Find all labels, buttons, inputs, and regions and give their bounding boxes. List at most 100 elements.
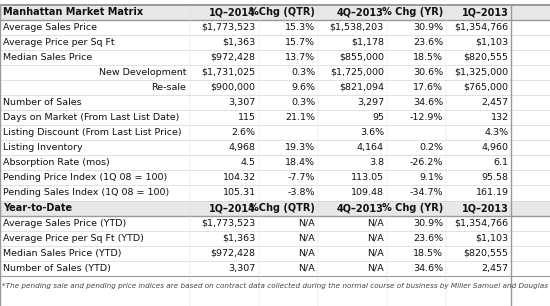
Text: 6.1: 6.1 [494,158,509,167]
Text: $1,538,203: $1,538,203 [329,23,384,32]
Text: Absorption Rate (mos): Absorption Rate (mos) [3,158,110,167]
Text: $1,354,766: $1,354,766 [455,23,509,32]
Text: -3.8%: -3.8% [288,188,315,197]
Text: % Chg (YR): % Chg (YR) [382,7,443,17]
Bar [0,155,550,170]
Text: 0.2%: 0.2% [419,143,443,152]
Text: 9.1%: 9.1% [419,174,443,182]
Text: $1,103: $1,103 [476,38,509,47]
Bar [0,231,550,246]
Text: $1,363: $1,363 [223,234,256,243]
Text: Average Sales Price (YTD): Average Sales Price (YTD) [3,218,126,228]
Text: -34.7%: -34.7% [410,188,443,197]
Text: 2.6%: 2.6% [232,128,256,137]
Bar [0,216,550,231]
Text: Number of Sales: Number of Sales [3,98,82,107]
Text: $1,773,523: $1,773,523 [201,23,256,32]
Bar [0,125,550,140]
Text: 30.6%: 30.6% [413,68,443,77]
Text: 18.4%: 18.4% [285,158,315,167]
Bar [0,276,550,306]
Text: $972,428: $972,428 [211,249,256,258]
Text: 30.9%: 30.9% [413,218,443,228]
Text: -7.7%: -7.7% [288,174,315,182]
Text: 15.7%: 15.7% [285,38,315,47]
Text: Listing Discount (From Last List Price): Listing Discount (From Last List Price) [3,128,182,137]
Text: N/A: N/A [299,249,315,258]
Bar [0,50,550,65]
Text: 115: 115 [238,113,256,122]
Text: 4Q–2013: 4Q–2013 [337,7,384,17]
Text: New Development: New Development [99,68,186,77]
Text: $1,773,523: $1,773,523 [201,218,256,228]
Bar [0,110,550,125]
Text: -26.2%: -26.2% [410,158,443,167]
Bar [0,246,550,261]
Text: Re-sale: Re-sale [152,83,186,92]
Bar [0,80,550,95]
Text: 34.6%: 34.6% [413,264,443,273]
Text: $1,178: $1,178 [351,38,384,47]
Bar [0,170,550,185]
Text: N/A: N/A [367,264,384,273]
Text: Days on Market (From Last List Date): Days on Market (From Last List Date) [3,113,180,122]
Text: $765,000: $765,000 [464,83,509,92]
Text: 30.9%: 30.9% [413,23,443,32]
Text: Pending Sales Index (1Q 08 = 100): Pending Sales Index (1Q 08 = 100) [3,188,169,197]
Text: N/A: N/A [299,218,315,228]
Text: Average Price per Sq Ft (YTD): Average Price per Sq Ft (YTD) [3,234,144,243]
Text: 4Q–2013: 4Q–2013 [337,203,384,213]
Text: N/A: N/A [299,234,315,243]
Text: 0.3%: 0.3% [291,98,315,107]
Text: 3.6%: 3.6% [360,128,384,137]
Text: $855,000: $855,000 [339,53,384,62]
Bar [0,35,550,50]
Text: 18.5%: 18.5% [413,249,443,258]
Text: Year-to-Date: Year-to-Date [3,203,73,213]
Text: 17.6%: 17.6% [413,83,443,92]
Text: Median Sales Price (YTD): Median Sales Price (YTD) [3,249,122,258]
Text: 13.7%: 13.7% [285,53,315,62]
Bar [0,95,550,110]
Text: N/A: N/A [367,234,384,243]
Text: 19.3%: 19.3% [285,143,315,152]
Text: %Chg (QTR): %Chg (QTR) [249,7,315,17]
Text: $1,731,025: $1,731,025 [202,68,256,77]
Text: 95: 95 [372,113,384,122]
Text: 3,307: 3,307 [228,264,256,273]
Text: 104.32: 104.32 [223,174,256,182]
Text: $820,555: $820,555 [464,53,509,62]
Text: 132: 132 [491,113,509,122]
Text: $1,103: $1,103 [476,234,509,243]
Text: N/A: N/A [367,249,384,258]
Text: Average Price per Sq Ft: Average Price per Sq Ft [3,38,115,47]
Text: 1Q–2014: 1Q–2014 [209,203,256,213]
Bar [0,65,550,80]
Text: 34.6%: 34.6% [413,98,443,107]
Text: 113.05: 113.05 [351,174,384,182]
Text: 0.3%: 0.3% [291,68,315,77]
Text: 161.19: 161.19 [476,188,509,197]
Text: 23.6%: 23.6% [413,234,443,243]
Text: $1,725,000: $1,725,000 [330,68,384,77]
Text: N/A: N/A [367,218,384,228]
Text: N/A: N/A [299,264,315,273]
Text: Manhattan Market Matrix: Manhattan Market Matrix [3,7,144,17]
Text: *The pending sale and pending price indices are based on contract data collected: *The pending sale and pending price indi… [2,283,550,289]
Text: 3.8: 3.8 [368,158,384,167]
Text: 3,297: 3,297 [357,98,384,107]
Text: 3,307: 3,307 [228,98,256,107]
Text: 9.6%: 9.6% [291,83,315,92]
Text: 4,960: 4,960 [482,143,509,152]
Text: 2,457: 2,457 [482,264,509,273]
Text: %Chg (QTR): %Chg (QTR) [249,203,315,213]
Text: Number of Sales (YTD): Number of Sales (YTD) [3,264,111,273]
Bar [0,261,550,276]
Text: Average Sales Price: Average Sales Price [3,23,97,32]
Text: Median Sales Price: Median Sales Price [3,53,92,62]
Bar [0,185,550,200]
Text: Pending Price Index (1Q 08 = 100): Pending Price Index (1Q 08 = 100) [3,174,168,182]
Text: 15.3%: 15.3% [285,23,315,32]
Text: 1Q–2013: 1Q–2013 [462,7,509,17]
Text: 21.1%: 21.1% [285,113,315,122]
